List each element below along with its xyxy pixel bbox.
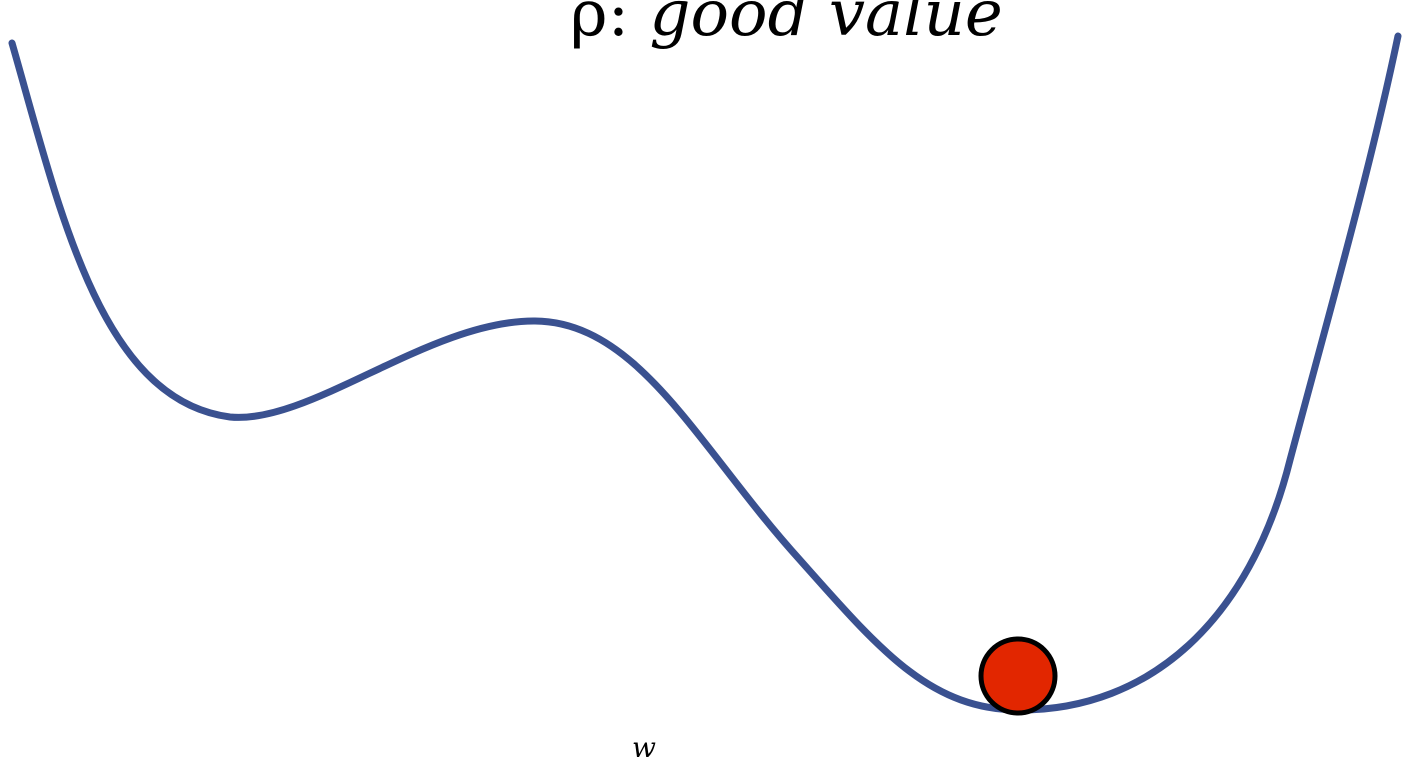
- diagram-title: ρ: good value: [570, 0, 1003, 46]
- title-text: good value: [649, 0, 1003, 51]
- ball-marker: [978, 636, 1058, 716]
- loss-curve: [8, 32, 1402, 714]
- rho-symbol: ρ:: [570, 0, 630, 51]
- axis-label-w: w: [632, 731, 656, 764]
